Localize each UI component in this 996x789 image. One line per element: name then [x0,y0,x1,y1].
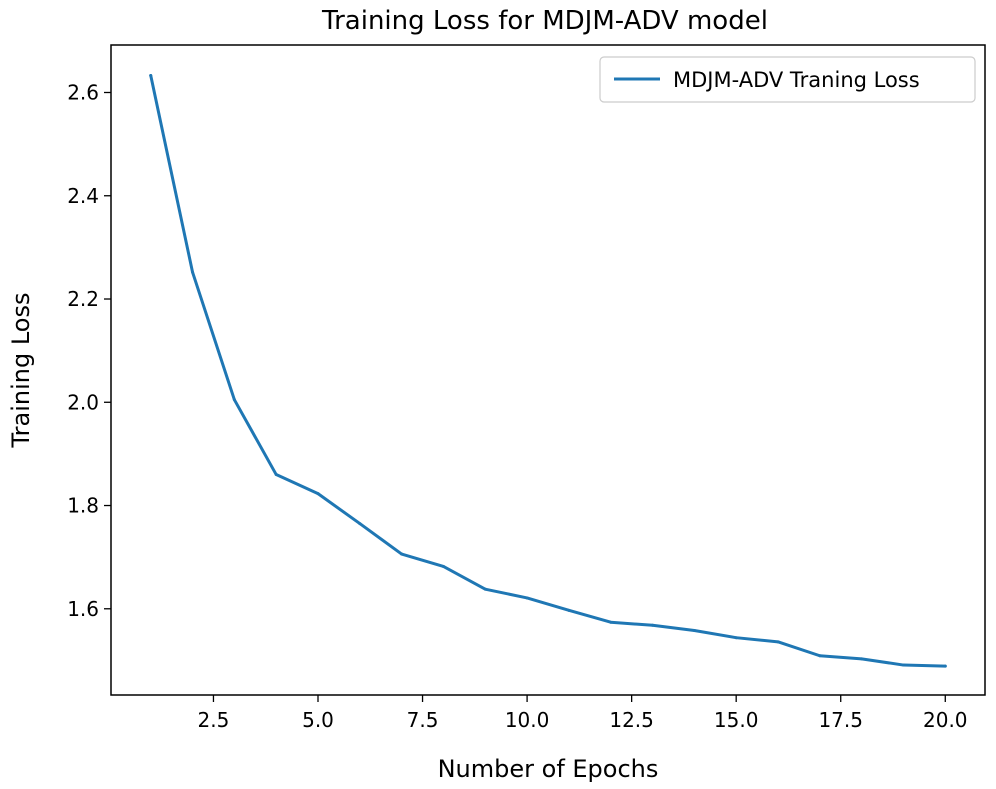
x-tick-label: 15.0 [714,708,759,732]
data-point [191,270,195,274]
y-tick-label: 2.6 [67,80,99,104]
x-tick-label: 20.0 [923,708,968,732]
legend-label: MDJM-ADV Traning Loss [673,68,920,92]
data-point [274,473,278,477]
series-line-0 [149,73,947,668]
series-layer [149,73,947,668]
data-point [651,623,655,627]
data-point [818,654,822,658]
data-point [483,587,487,591]
data-point [692,628,696,632]
y-axis-label: Training Loss [7,293,35,449]
x-axis-ticks: 2.5 5.0 7.5 10.0 12.5 15.0 17.5 20.0 [198,695,968,732]
legend-box [599,56,976,103]
y-tick-label: 1.6 [67,597,99,621]
data-point [776,640,780,644]
data-point [441,564,445,568]
legend: MDJM-ADV Traning Loss [599,56,976,103]
y-tick-label: 2.2 [67,287,99,311]
chart-title: Training Loss for MDJM-ADV model [321,6,768,36]
x-tick-label: 10.0 [505,708,550,732]
y-tick-label: 2.4 [67,184,99,208]
data-point [400,552,404,556]
y-tick-label: 1.8 [67,494,99,518]
data-point [734,636,738,640]
x-tick-label: 2.5 [198,708,230,732]
x-axis-label: Number of Epochs [438,755,659,783]
data-point [860,657,864,661]
data-point [567,608,571,612]
data-point [943,664,947,668]
plot-area [110,44,986,696]
data-point [358,522,362,526]
y-axis-ticks: 1.6 1.8 2.0 2.2 2.4 2.6 [67,80,111,621]
data-point [525,596,529,600]
x-tick-label: 7.5 [407,708,439,732]
data-point [901,663,905,667]
x-tick-label: 12.5 [609,708,654,732]
data-point [609,620,613,624]
data-point [149,73,153,77]
y-tick-label: 2.0 [67,390,99,414]
x-tick-label: 5.0 [302,708,334,732]
data-point [316,492,320,496]
data-point [232,398,236,402]
x-tick-label: 17.5 [818,708,863,732]
